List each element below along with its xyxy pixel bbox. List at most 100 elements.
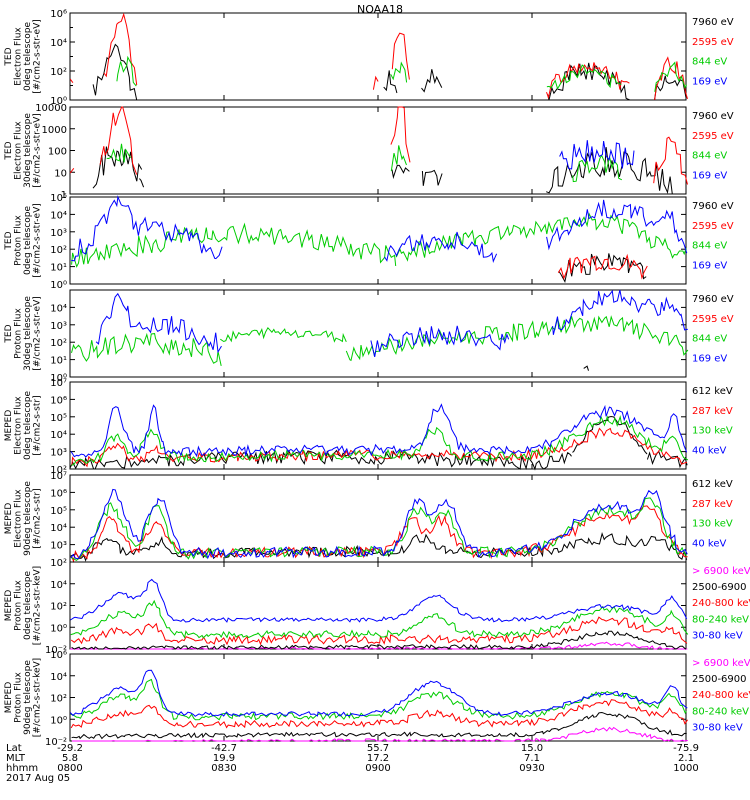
legend-entry: 844 eV [692,334,727,345]
series-line [559,140,635,170]
panel-frame [69,12,687,101]
footer-mlt: 2.1 [678,753,694,764]
legend-entry: 169 eV [692,353,727,364]
legend-entry: 30-80 keV [692,722,743,733]
legend-entry: 40 keV [692,445,726,456]
y-tick-label: 10⁰ [50,623,67,634]
y-axis-label-line: [#/cm2-s-str-eV] [32,19,42,94]
y-tick-label: 10⁴ [50,672,67,683]
legend-entry: 2500-6900 [692,674,747,685]
series-line [395,212,687,262]
series-line [583,365,589,371]
footer-mlt: 5.8 [62,753,78,764]
legend-entry: 80-240 keV [692,706,749,717]
series-line [383,70,398,94]
y-axis-label-line: 90deg telescope [23,481,33,556]
y-axis-label-line: [#/cm2-s-str-keV] [32,658,42,737]
legend-entry: 2595 eV [692,314,734,325]
y-tick-label: 10² [50,338,67,349]
y-axis-label-line: 0deg telescope [23,571,33,641]
y-axis-label: MEPEDElectron Flux0deg telescope[#/cm2-s… [4,391,43,461]
footer-row-label: MLT [6,753,26,764]
series-line [391,164,410,180]
y-axis-label-line: Proton Flux [13,308,23,359]
y-axis-label-line: 0deg telescope [23,391,33,461]
legend-entry: 2500-6900 [692,582,747,593]
series-line [92,43,138,101]
y-tick-label: 10⁷ [50,378,67,389]
series-line [384,231,498,264]
series-line [139,178,145,188]
series-line [71,427,688,468]
legend-entry: 844 eV [692,241,727,252]
y-axis-label-line: Proton Flux [13,672,23,723]
footer-hhmm: 1000 [673,763,698,774]
y-axis-label-line: Electron Flux [13,396,23,455]
y-tick-label: 10³ [50,228,67,239]
series-line [654,61,688,92]
legend-entry: 2595 eV [692,131,734,142]
legend-entry: 612 keV [692,386,733,397]
y-tick-label: 10⁷ [50,471,67,482]
series-line [71,195,223,262]
legend-entry: 844 eV [692,151,727,162]
y-axis-label-line: TED [4,324,14,343]
footer-row-label: 2017 Aug 05 [6,773,70,784]
legend-entry: 240-800 keV [692,598,750,609]
y-axis-label-line: [#/cm2-s-str-eV] [32,203,42,278]
series-line [558,253,647,284]
series-line [71,332,222,367]
footer-hhmm: 0930 [519,763,544,774]
series-line [99,106,138,175]
y-tick-label: 10² [50,602,67,613]
panel-frame [69,653,687,742]
legend-entry: 287 keV [692,499,733,510]
y-axis-label-line: MEPED [4,503,14,535]
footer-lat: -75.9 [673,743,699,754]
series-line [71,711,687,740]
series-line [390,145,407,172]
legend-entry: 612 keV [692,479,733,490]
y-tick-label: 10⁰ [50,715,67,726]
y-tick-label: 100 [48,147,67,158]
legend-entry: 80-240 keV [692,614,749,625]
y-axis-label: TEDElectron Flux0deg telescope[#/cm2-s-s… [4,19,43,94]
footer-mlt: 19.9 [213,753,235,764]
y-axis-label-line: 30deg telescope [23,296,33,371]
y-axis-label-line: TED [4,231,14,250]
series-line [72,726,688,742]
footer-lat: -42.7 [211,743,237,754]
footer-lat: -29.2 [57,743,83,754]
series-line [69,532,688,562]
series-line [69,167,75,174]
series-line [391,32,410,80]
series-line [69,449,572,471]
y-tick-label: 10⁰ [50,280,67,291]
y-tick-label: 10¹ [50,356,67,367]
series-line [220,326,347,343]
footer-lat: 15.0 [521,743,543,754]
legend-entry: 169 eV [692,76,727,87]
series-line [421,69,443,93]
legend-entry: 7960 eV [692,294,734,305]
series-line [572,154,623,183]
legend-entry: 240-800 keV [692,690,750,701]
legend-entry: 130 keV [692,426,733,437]
series-line [70,616,688,646]
series-line [390,61,408,83]
y-tick-label: 10⁵ [50,506,67,517]
y-tick-label: 10⁰ [50,96,67,107]
y-tick-label: 10⁴ [50,430,67,441]
y-tick-label: 10² [50,694,67,705]
legend-entry: 844 eV [692,57,727,68]
y-axis-label-line: [#/cm2-s-str-keV] [32,566,42,645]
y-axis-label-line: MEPED [4,682,14,714]
panel-frame [69,196,687,285]
legend-entry: > 6900 keV [692,566,750,577]
series-line [71,505,688,564]
y-axis-label-line: MEPED [4,410,14,442]
y-tick-label: 10² [50,465,67,476]
legend-entry: 7960 eV [692,111,734,122]
series-line [70,488,688,560]
